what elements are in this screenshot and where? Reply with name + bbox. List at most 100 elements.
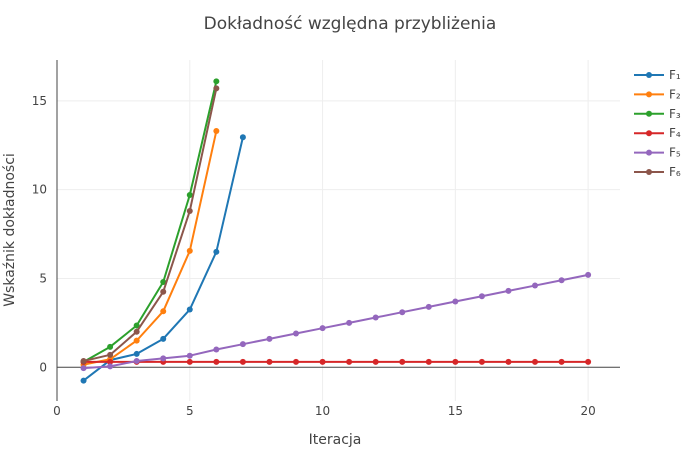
- legend-label: F₁: [669, 68, 681, 82]
- data-point: [107, 363, 114, 370]
- data-point: [213, 346, 220, 353]
- data-point: [319, 325, 326, 332]
- x-tick-label: 15: [448, 404, 463, 418]
- x-tick-label: 20: [580, 404, 595, 418]
- legend-item[interactable]: F₂: [634, 87, 681, 101]
- data-point: [80, 365, 87, 372]
- series-2: [80, 128, 220, 368]
- data-point: [532, 282, 539, 289]
- series-line: [83, 273, 589, 370]
- legend-label: F₅: [669, 146, 681, 160]
- data-point: [160, 335, 167, 342]
- data-point: [213, 128, 220, 135]
- series-6: [80, 85, 220, 365]
- data-point: [133, 322, 140, 329]
- data-point: [160, 308, 167, 315]
- series-line: [83, 81, 218, 363]
- data-point: [107, 358, 114, 365]
- legend-label: F₄: [669, 126, 681, 140]
- data-point: [452, 298, 459, 305]
- data-point: [585, 358, 592, 365]
- data-point: [186, 207, 193, 214]
- legend-item[interactable]: F₃: [634, 107, 681, 121]
- data-point: [558, 277, 565, 284]
- legend-swatch-marker: [646, 91, 652, 98]
- data-point: [160, 355, 167, 362]
- data-point: [239, 358, 246, 365]
- data-point: [80, 377, 87, 384]
- legend-item[interactable]: F₄: [634, 126, 681, 140]
- legend-item[interactable]: F₅: [634, 146, 681, 160]
- legend-swatch-marker: [646, 72, 652, 78]
- data-point: [213, 78, 220, 85]
- data-point: [213, 248, 220, 255]
- data-point: [239, 341, 246, 348]
- axes: [56, 60, 620, 401]
- data-point: [293, 330, 300, 337]
- tick-labels: 0 5 10 15 20 0 5 10 15: [32, 94, 596, 418]
- data-point: [133, 350, 140, 357]
- data-point: [372, 358, 379, 365]
- data-point: [558, 358, 565, 365]
- data-point: [186, 306, 193, 313]
- data-point: [213, 85, 220, 92]
- series-line: [83, 130, 218, 366]
- series-3: [80, 78, 220, 365]
- data-point: [425, 358, 432, 365]
- series-line: [82, 137, 244, 382]
- legend-label: F₃: [669, 107, 681, 121]
- x-tick-label: 0: [53, 404, 61, 418]
- data-point: [186, 352, 193, 359]
- data-point: [505, 358, 512, 365]
- data-point: [266, 358, 273, 365]
- legend-label: F₂: [669, 87, 681, 101]
- plot-area: [80, 78, 592, 384]
- data-point: [266, 335, 273, 342]
- legend-item[interactable]: F₆: [634, 165, 681, 179]
- data-point: [585, 271, 592, 278]
- y-tick-label: 0: [39, 360, 47, 374]
- data-point: [346, 319, 353, 326]
- y-tick-label: 15: [32, 94, 47, 108]
- data-point: [133, 328, 140, 335]
- data-point: [160, 288, 167, 295]
- data-point: [293, 358, 300, 365]
- data-point: [133, 337, 140, 344]
- series-line: [83, 88, 218, 363]
- x-tick-label: 5: [186, 404, 194, 418]
- legend-swatch-marker: [646, 169, 652, 175]
- data-point: [186, 247, 193, 254]
- data-point: [372, 314, 379, 321]
- data-point: [186, 358, 193, 365]
- data-point: [133, 358, 140, 365]
- data-point: [399, 309, 406, 316]
- legend-item[interactable]: F₁: [634, 68, 681, 82]
- data-point: [186, 191, 193, 198]
- data-point: [239, 134, 246, 141]
- data-point: [399, 358, 406, 365]
- legend-swatch-marker: [646, 130, 652, 137]
- series-1: [80, 134, 246, 384]
- y-tick-label: 5: [39, 271, 47, 285]
- data-point: [80, 358, 87, 365]
- data-point: [107, 343, 114, 350]
- data-point: [160, 279, 167, 286]
- data-point: [478, 293, 485, 300]
- x-axis-title: Iteracja: [309, 432, 362, 448]
- data-point: [532, 358, 539, 365]
- data-point: [452, 358, 459, 365]
- data-point: [478, 358, 485, 365]
- data-point: [107, 351, 114, 358]
- y-tick-label: 10: [32, 183, 47, 197]
- data-point: [319, 358, 326, 365]
- data-point: [346, 358, 353, 365]
- legend: F₁ F₂ F₃ F₄ F₅ F₆: [634, 68, 681, 179]
- data-point: [425, 303, 432, 310]
- series-5: [80, 271, 592, 372]
- y-axis-title: Wskaźnik dokładności: [2, 153, 18, 307]
- legend-swatch-marker: [646, 110, 652, 117]
- chart-title: Dokładność względna przybliżenia: [204, 14, 497, 34]
- data-point: [213, 358, 220, 365]
- data-point: [505, 287, 512, 294]
